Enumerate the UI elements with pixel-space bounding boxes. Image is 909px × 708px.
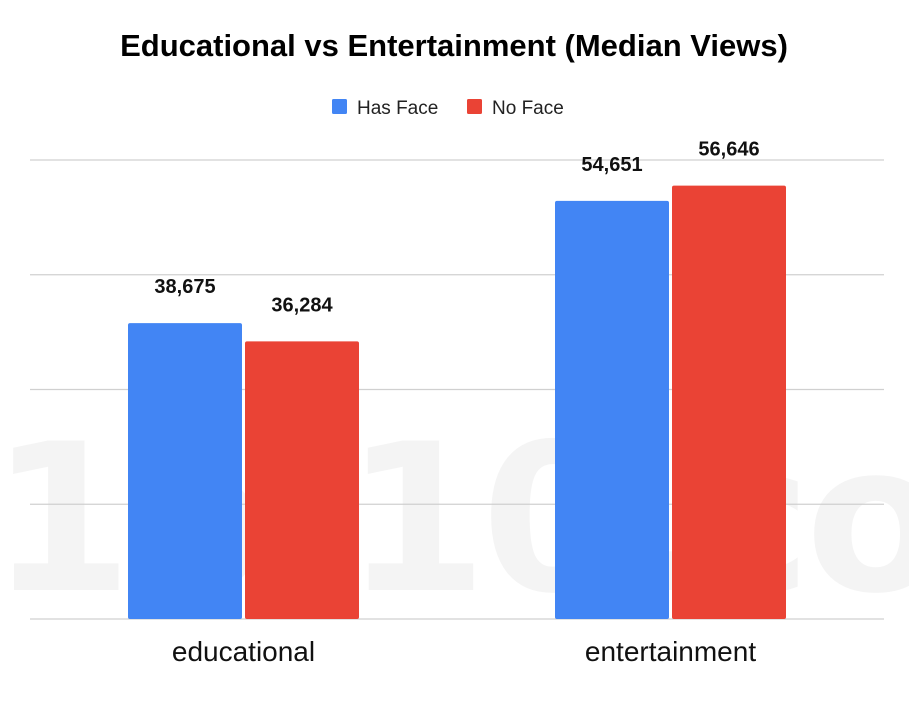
chart-title: Educational vs Entertainment (Median Vie… bbox=[120, 28, 788, 63]
data-label: 38,675 bbox=[154, 276, 215, 298]
data-label: 54,651 bbox=[581, 154, 642, 176]
category-label: educational bbox=[172, 636, 315, 667]
legend: Has Face No Face bbox=[332, 98, 564, 119]
bar bbox=[555, 200, 669, 619]
legend-swatch bbox=[332, 99, 347, 114]
data-labels: 38,675 36,284 54,651 56,646 bbox=[154, 139, 759, 317]
legend-label: No Face bbox=[492, 98, 564, 119]
data-label: 56,646 bbox=[698, 139, 759, 161]
legend-label: Has Face bbox=[357, 98, 438, 119]
bar bbox=[672, 185, 786, 620]
bar bbox=[245, 341, 359, 619]
data-label: 36,284 bbox=[271, 294, 333, 316]
bar bbox=[128, 323, 242, 619]
category-label: entertainment bbox=[585, 636, 756, 667]
category-labels: educational entertainment bbox=[172, 636, 756, 667]
legend-swatch bbox=[467, 99, 482, 114]
bars bbox=[128, 185, 786, 620]
